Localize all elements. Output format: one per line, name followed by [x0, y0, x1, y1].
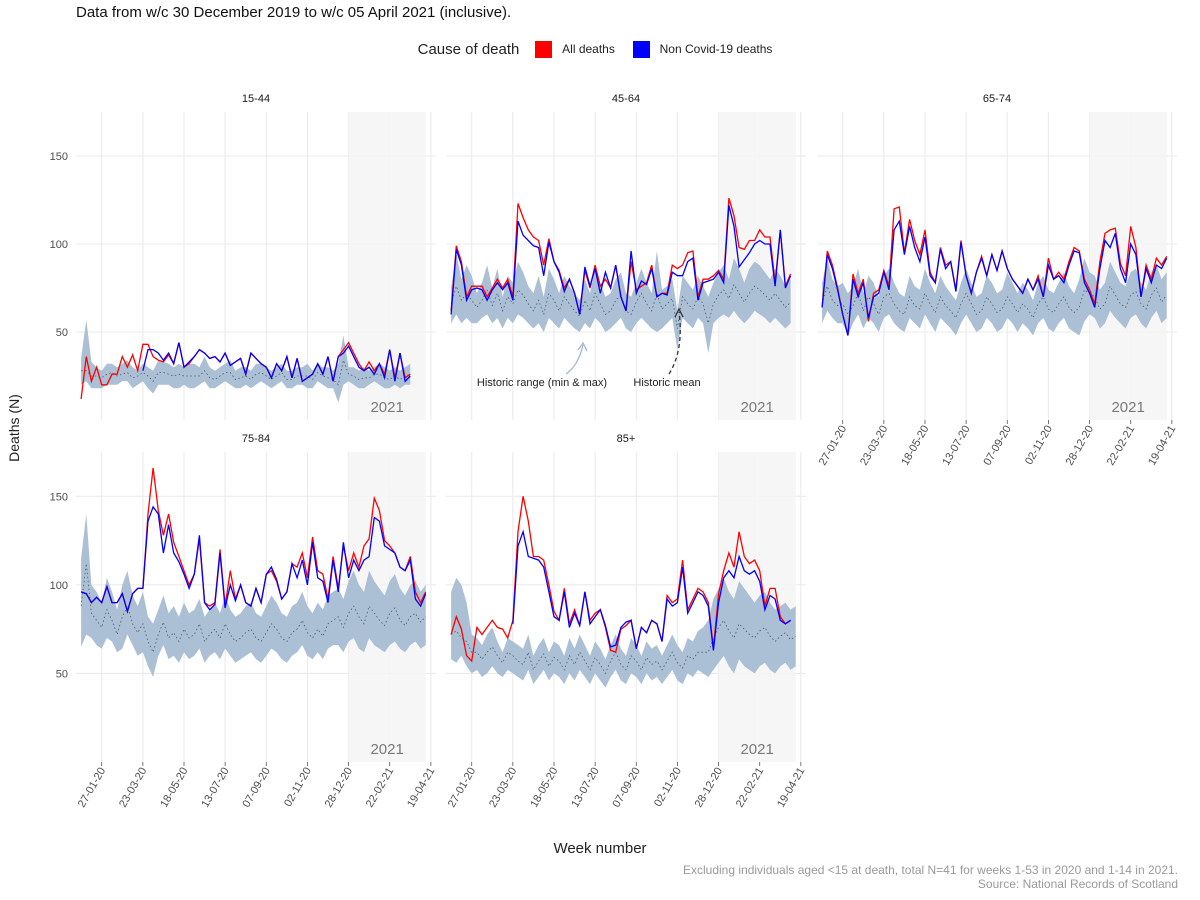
series-line-non-covid-deaths	[450, 205, 792, 315]
x-tick-label: 22-02-21	[364, 766, 396, 810]
x-tick-label: 23-03-20	[858, 424, 890, 468]
historic-range-band	[81, 514, 426, 677]
historic-range-band	[451, 577, 796, 688]
year-2021-label: 2021	[740, 399, 773, 416]
x-tick-label: 19-04-21	[775, 766, 807, 810]
x-tick-label: 13-07-20	[199, 766, 231, 810]
year-2021-label: 2021	[370, 741, 403, 758]
annotation-historic-range: Historic range (min & max)	[477, 377, 607, 389]
series-line-non-covid-deaths	[142, 342, 411, 383]
legend-label-non-covid-deaths: Non Covid-19 deaths	[659, 42, 773, 57]
annotation-mean-arrowhead	[674, 307, 684, 318]
series-line-non-covid-deaths	[512, 529, 791, 651]
x-tick-label: 22-02-21	[1105, 424, 1137, 468]
caption-line-1: Excluding individuals aged <15 at death,…	[682, 863, 1178, 877]
legend-swatch-non-covid-deaths	[632, 40, 650, 58]
x-tick-label: 27-01-20	[817, 424, 849, 468]
facet-label: 15-44	[242, 93, 270, 105]
x-tick-label: 02-11-20	[282, 766, 314, 809]
panel-15-44: 15-44 2021 50 100 150	[50, 93, 436, 420]
y-tick-label: 150	[50, 151, 68, 163]
y-tick-label: 50	[56, 668, 68, 680]
y-tick-label: 50	[56, 327, 68, 339]
panel-75-84: 75-84 2021 50 100 150 27-01-20 23-03-20 18-05-2…	[50, 433, 438, 810]
historic-mean-line	[80, 563, 426, 654]
facet-label: 85+	[617, 433, 636, 445]
x-tick-label: 13-07-20	[940, 424, 972, 468]
annotation-range-arrow	[565, 344, 584, 375]
x-tick-label: 27-01-20	[446, 766, 478, 810]
x-tick-label: 07-09-20	[610, 766, 642, 810]
x-tick-label: 27-01-20	[76, 766, 108, 810]
legend-swatch-all-deaths	[535, 40, 553, 58]
annotation-range-arrowhead	[577, 341, 588, 352]
y-axis-label: Deaths (N)	[6, 394, 22, 462]
historic-range-band	[451, 251, 791, 354]
y-tick-label: 100	[50, 580, 68, 592]
x-tick-label: 28-12-20	[693, 766, 725, 810]
facet-label: 75-84	[242, 433, 270, 445]
facet-label: 45-64	[612, 93, 640, 105]
x-tick-label: 18-05-20	[899, 424, 931, 468]
x-tick-label: 02-11-20	[1023, 424, 1055, 467]
y-tick-label: 100	[50, 239, 68, 251]
year-2021-label: 2021	[1111, 399, 1144, 416]
annotation-mean-arrow	[668, 311, 681, 375]
x-tick-label: 23-03-20	[487, 766, 519, 810]
x-tick-label: 13-07-20	[569, 766, 601, 810]
historic-mean-line	[450, 619, 796, 675]
series-line-non-covid-deaths	[821, 219, 1168, 336]
x-tick-label: 19-04-21	[1146, 424, 1178, 468]
historic-range-band	[81, 319, 411, 403]
legend-title: Cause of death	[417, 40, 520, 58]
x-tick-label: 02-11-20	[652, 766, 684, 809]
x-tick-label: 18-05-20	[528, 766, 560, 810]
y-tick-label: 150	[50, 491, 68, 503]
x-tick-label: 18-05-20	[158, 766, 190, 810]
year-2021-label: 2021	[740, 741, 773, 758]
x-tick-label: 19-04-21	[405, 766, 437, 810]
historic-mean-line	[81, 358, 411, 386]
panel-45-64: 45-64 2021 Historic range (min & max) Histo…	[446, 93, 806, 420]
panel-65-74: 65-74 2021 27-01-20 23-03-20 18-05-20 13-07-2…	[817, 93, 1179, 468]
facet-label: 65-74	[983, 93, 1011, 105]
annotation-historic-mean: Historic mean	[633, 377, 700, 389]
caption-line-2: Source: National Records of Scotland	[977, 877, 1178, 891]
x-tick-label: 28-12-20	[323, 766, 355, 810]
x-tick-label: 07-09-20	[981, 423, 1013, 467]
x-tick-label: 07-09-20	[240, 766, 272, 810]
year-2021-label: 2021	[370, 399, 403, 416]
legend: Cause of death All deaths Non Covid-19 d…	[0, 40, 1200, 58]
x-tick-label: 28-12-20	[1064, 424, 1096, 468]
caption: Excluding individuals aged <15 at death,…	[683, 863, 1178, 891]
historic-range-band	[822, 258, 1167, 336]
x-tick-label: 22-02-21	[734, 766, 766, 810]
series-line-non-covid-deaths	[80, 505, 427, 614]
legend-label-all-deaths: All deaths	[562, 42, 615, 57]
x-tick-label: 23-03-20	[117, 766, 149, 810]
panel-85plus: 85+ 2021 27-01-20 23-03-20 18-05-20 13-07-20 0…	[446, 433, 808, 810]
chart-subtitle: Data from w/c 30 December 2019 to w/c 05…	[76, 4, 512, 21]
x-axis-label: Week number	[553, 840, 647, 857]
